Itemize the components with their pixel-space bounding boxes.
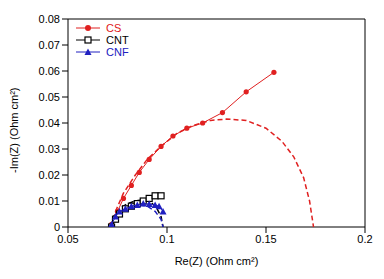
svg-text:0.05: 0.05 [39,91,60,103]
svg-text:0: 0 [54,221,60,233]
svg-text:0.1: 0.1 [159,233,174,245]
svg-text:Re(Z) (Ohm cm²): Re(Z) (Ohm cm²) [175,255,259,267]
svg-text:0.08: 0.08 [39,13,60,25]
svg-text:0.07: 0.07 [39,39,60,51]
svg-text:0.2: 0.2 [357,233,372,245]
svg-text:0.04: 0.04 [39,117,60,129]
svg-text:0.03: 0.03 [39,143,60,155]
svg-text:-Im(Z) (Ohm cm²): -Im(Z) (Ohm cm²) [8,87,20,173]
svg-text:0.01: 0.01 [39,195,60,207]
html-text:CNT: CNT [106,34,129,46]
svg-text:0.06: 0.06 [39,65,60,77]
svg-text:0.15: 0.15 [255,233,276,245]
svg-text:0.02: 0.02 [39,169,60,181]
html-text:CS: CS [106,22,122,34]
html-text:CNF: CNF [106,46,129,58]
svg-text:0.05: 0.05 [57,233,78,245]
